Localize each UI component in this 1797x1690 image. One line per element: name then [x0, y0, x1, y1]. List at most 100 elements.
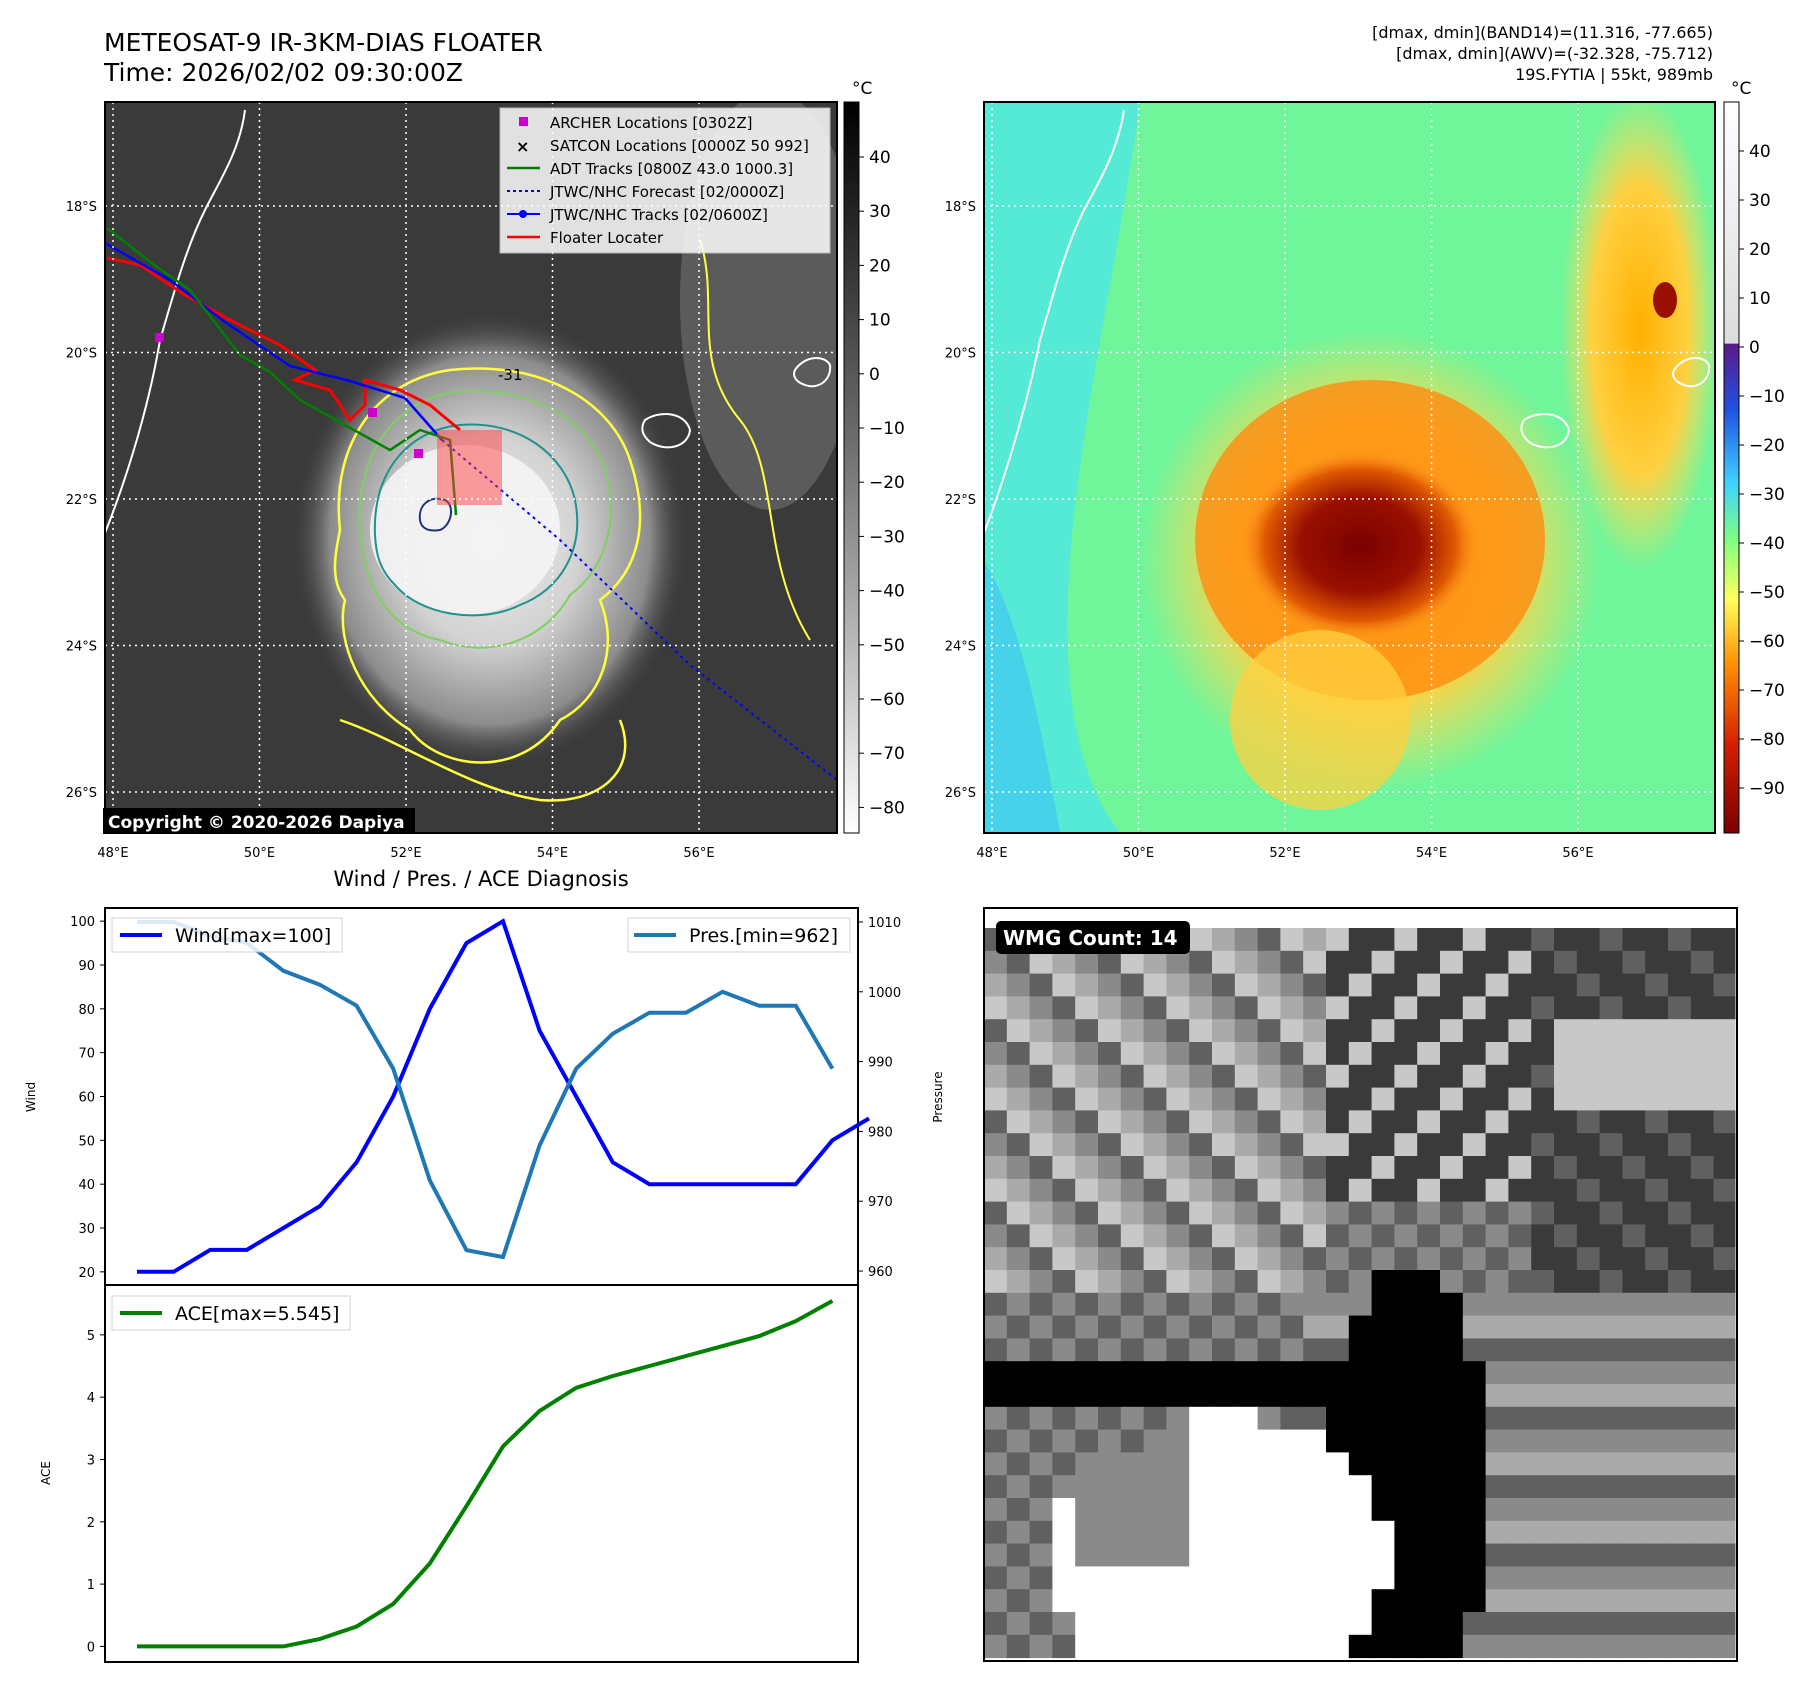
wmg-cell [1006, 973, 1031, 997]
wmg-cell [1120, 1292, 1145, 1317]
contour-label: -31 [498, 366, 523, 384]
wmg-cell [1371, 928, 1395, 952]
wmg-cell [1143, 1361, 1167, 1385]
wmg-cell [1303, 1406, 1327, 1431]
wmg-cell [1576, 1475, 1601, 1499]
wmg-cell [1075, 1634, 1099, 1659]
wmg-cell [1189, 1247, 1213, 1271]
wmg-cell [1462, 1475, 1487, 1499]
wmg-cell [1576, 1156, 1601, 1180]
wmg-cell [1668, 973, 1692, 997]
wmg-cell [1622, 1110, 1646, 1134]
wmg-cell [1326, 1429, 1350, 1453]
wmg-cell [1143, 1634, 1167, 1659]
wmg-cell [1713, 1498, 1736, 1522]
wmg-cell [1166, 1543, 1190, 1567]
wmg-cell [1417, 1178, 1441, 1203]
wmg-cell [1212, 1543, 1236, 1567]
wmg-cell [1371, 1406, 1395, 1431]
wmg-cell [1280, 928, 1304, 952]
wmg-cell [1713, 1019, 1736, 1043]
wmg-cell [1303, 1634, 1327, 1659]
wmg-cell [1713, 1429, 1736, 1453]
wmg-cell [1668, 1406, 1692, 1431]
wmg-cell [1485, 1019, 1509, 1043]
wmg-cell [1303, 1475, 1327, 1499]
wmg-cell [1645, 1338, 1669, 1362]
wmg-cell [1599, 928, 1623, 952]
wmg-cell [1576, 1520, 1601, 1545]
colorbar-tick-label: 40 [1749, 142, 1771, 162]
wmg-cell [1326, 1133, 1350, 1157]
wmg-cell [1645, 1201, 1669, 1225]
wmg-cell [1120, 1064, 1145, 1089]
wmg-cell [1348, 1201, 1373, 1225]
wmg-cell [1554, 1384, 1578, 1408]
wmg-cell [1531, 1133, 1555, 1157]
wmg-cell [1485, 973, 1509, 997]
wmg-cell [1394, 996, 1418, 1020]
wmg-cell [1485, 1338, 1509, 1362]
wmg-cell [1006, 1520, 1031, 1545]
wmg-cell [1212, 1498, 1236, 1522]
wmg-cell [1348, 1087, 1373, 1111]
wmg-cell [1713, 1452, 1736, 1476]
wmg-cell [1554, 1110, 1578, 1134]
wmg-cell [1143, 1612, 1167, 1636]
wmg-cell [1006, 1475, 1031, 1499]
wmg-cell [1645, 1475, 1669, 1499]
wmg-frame [983, 907, 1738, 1662]
colorbar-tick-label: −20 [869, 473, 905, 493]
wmg-cell [1212, 996, 1236, 1020]
wmg-cell [1417, 996, 1441, 1020]
wmg-cell [1052, 1292, 1076, 1317]
wmg-cell [1075, 1247, 1099, 1271]
wmg-cell [1371, 973, 1395, 997]
wmg-cell [1554, 1156, 1578, 1180]
ace-panel: ACE 5 4 3 2 1 0 ACE[max=5.545] [39, 1284, 859, 1663]
wmg-cell [1075, 1064, 1099, 1089]
wmg-cell [1531, 973, 1555, 997]
wmg-cell [1280, 1292, 1304, 1317]
wmg-cell [1668, 1201, 1692, 1225]
wmg-cell [1599, 1019, 1623, 1043]
wmg-cell [1303, 1543, 1327, 1567]
wmg-cell [1303, 1361, 1327, 1385]
wmg-cell [1531, 1338, 1555, 1362]
wmg-cell [1303, 1064, 1327, 1089]
wmg-cell [1234, 1110, 1259, 1134]
wmg-cell [1143, 1566, 1167, 1590]
axis-tick-label: 970 [868, 1195, 893, 1210]
colorbar-tick-label: 30 [869, 202, 891, 222]
wmg-cell [1462, 950, 1487, 975]
wmg-cell [1371, 1042, 1395, 1066]
wmg-cell [1690, 1178, 1715, 1203]
wmg-cell [1440, 1315, 1464, 1339]
wmg-cell [1531, 1156, 1555, 1180]
colorbar-tick-label: 10 [1749, 289, 1771, 309]
wmg-cell [1348, 1498, 1373, 1522]
awv-island-reunion [1520, 413, 1571, 449]
wmg-cell [1417, 1315, 1441, 1339]
wmg-cell [1143, 1201, 1167, 1225]
wmg-cell [1166, 950, 1190, 975]
wmg-cell [1348, 1315, 1373, 1339]
wmg-cell [1440, 1156, 1464, 1180]
wmg-cell [1713, 1520, 1736, 1545]
wmg-cell [1326, 1224, 1350, 1248]
wmg-cell [1576, 1634, 1601, 1659]
wmg-cell [1508, 950, 1532, 975]
wmg-cell [1576, 1452, 1601, 1476]
wmg-cell [1280, 1110, 1304, 1134]
wmg-cell [1690, 1270, 1715, 1294]
wmg-cell [1713, 1064, 1736, 1089]
wmg-cell [1029, 1543, 1053, 1567]
figure-title: METEOSAT-9 IR-3KM-DIAS FLOATER [104, 28, 543, 57]
wmg-cell [1006, 1087, 1031, 1111]
wmg-cell [1166, 1315, 1190, 1339]
wmg-cell [1713, 1315, 1736, 1339]
wmg-cell [984, 1178, 1008, 1203]
axis-tick-label: 60 [78, 1091, 95, 1106]
wmg-cell [1462, 1042, 1487, 1066]
wmg-cell [1212, 928, 1236, 952]
